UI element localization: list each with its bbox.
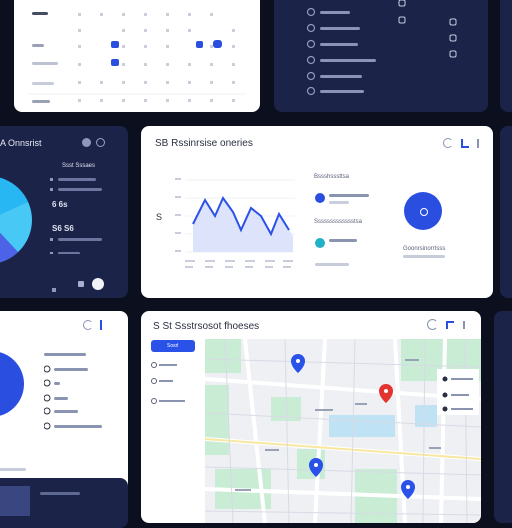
filter-icon[interactable]	[446, 321, 454, 329]
legend-heading-a: Bssshsssttsa	[314, 174, 350, 180]
placeholder-line	[40, 492, 80, 495]
panel-edge-bottom-right	[494, 311, 512, 523]
placeholder-line	[0, 468, 26, 471]
map-pin-blue[interactable]	[401, 480, 415, 499]
city-map[interactable]	[205, 339, 481, 523]
line-chart	[175, 178, 295, 268]
stat-value-1: 6 6s	[52, 200, 68, 209]
status-dot-blue	[315, 193, 325, 203]
card-title: A Onnsrist	[0, 138, 42, 148]
menu-icon[interactable]	[477, 139, 479, 148]
analytics-card: SB Rssinrsise oneries S Bssshsssttsa Sss…	[141, 126, 493, 298]
legend-bars-b	[329, 239, 357, 242]
map-card: S St Ssstrsosot fhoeses Sosrl	[141, 311, 481, 523]
settings-icon[interactable]	[82, 138, 91, 147]
menu-icon[interactable]	[463, 321, 465, 329]
map-pin-blue[interactable]	[291, 354, 305, 373]
table-card-top-left	[14, 0, 260, 112]
placeholder-line	[315, 263, 349, 266]
metric-ring-inner	[420, 208, 428, 216]
refresh-icon[interactable]	[427, 319, 438, 330]
search-button[interactable]: Sosrl	[151, 340, 195, 352]
map-pin-blue[interactable]	[309, 458, 323, 477]
chart-icon[interactable]	[461, 139, 469, 148]
edit-icon[interactable]	[100, 320, 102, 330]
y-axis-mark: S	[156, 212, 163, 222]
list-rows	[306, 0, 457, 96]
expand-dot[interactable]	[78, 281, 84, 287]
more-icon[interactable]	[96, 138, 105, 147]
list-rows	[44, 353, 102, 430]
status-dot-teal	[315, 238, 325, 248]
stat-list	[50, 178, 102, 254]
refresh-icon[interactable]	[83, 320, 93, 330]
panel-edge-top-right	[500, 0, 512, 112]
card-title: S St Ssstrsosot fhoeses	[153, 321, 260, 332]
mini-panel-bottom-left	[0, 478, 128, 528]
panel-edge-mid-right	[500, 126, 512, 298]
card-title: SB Rssinrsise oneries	[155, 138, 253, 149]
list-card-bottom-left	[0, 311, 128, 511]
collapse-button[interactable]	[92, 278, 104, 290]
refresh-icon[interactable]	[443, 138, 453, 148]
map-pin-red[interactable]	[379, 384, 393, 403]
list-icon	[52, 288, 56, 292]
thumbnail	[0, 486, 30, 516]
legend-heading-b: Ssssssssssssstsa	[314, 219, 363, 225]
pie-chart	[0, 177, 32, 263]
table-grid	[28, 12, 246, 103]
overview-card-mid-left: A Onnsrist Ssst Sssaes 6 6s S6 S6	[0, 126, 128, 298]
metric-caption: Goonrsinorrtsss	[403, 246, 446, 252]
stat-value-2: S6 S6	[52, 224, 74, 233]
placeholder-line	[403, 255, 445, 258]
blue-pie	[0, 351, 24, 417]
filter-list	[151, 362, 185, 404]
list-card-top-right	[274, 0, 488, 112]
stat-label-1: Ssst Sssaes	[62, 163, 96, 169]
series-line	[192, 195, 290, 237]
legend-bars-a	[329, 194, 369, 204]
